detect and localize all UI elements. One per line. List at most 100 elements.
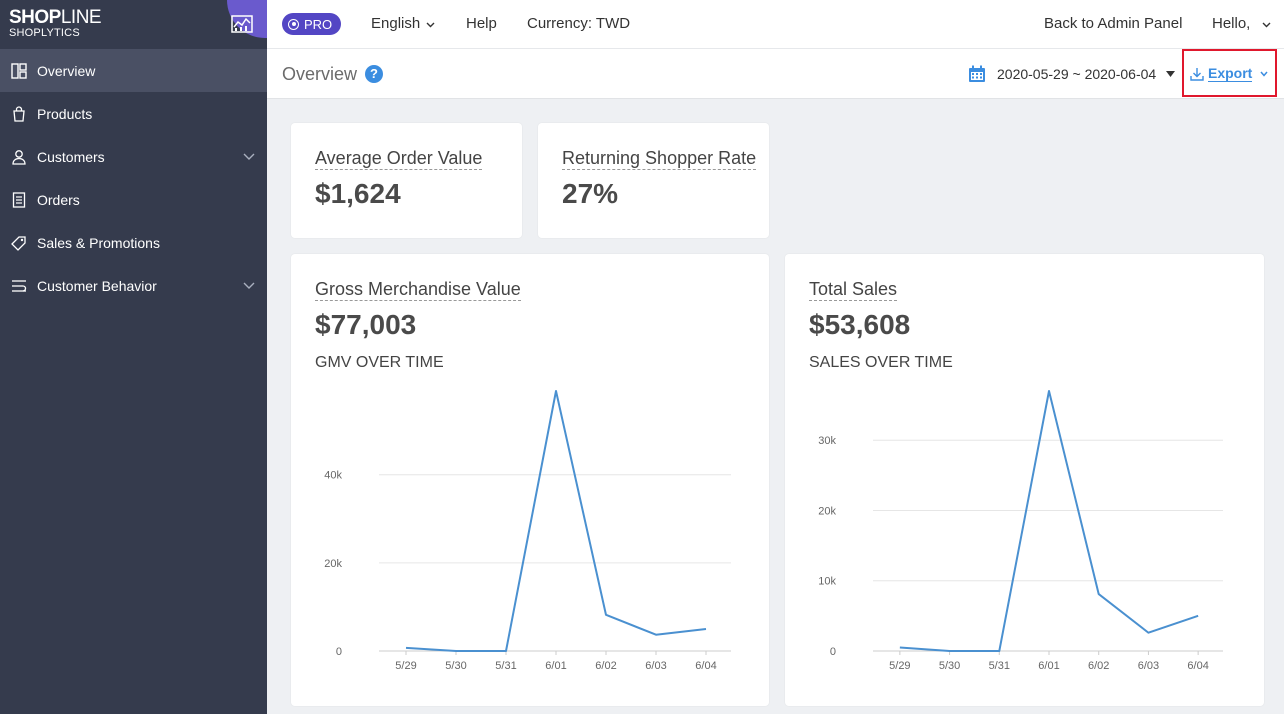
- y-tick-label: 0: [830, 646, 836, 658]
- y-tick-label: 20k: [324, 558, 342, 570]
- x-tick-label: 5/30: [445, 660, 466, 672]
- x-tick-label: 6/03: [645, 660, 666, 672]
- pro-icon: [288, 18, 299, 30]
- help-circle-icon[interactable]: ?: [365, 65, 383, 83]
- data-point[interactable]: [897, 644, 903, 650]
- metric-title[interactable]: Average Order Value: [315, 148, 483, 170]
- sidebar-item-label: Customer Behavior: [37, 277, 157, 294]
- y-tick-label: 30k: [818, 435, 836, 447]
- data-point[interactable]: [603, 612, 609, 618]
- y-tick-label: 20k: [818, 505, 836, 517]
- brand-header: SHOPLINE SHOPLYTICS: [0, 0, 267, 49]
- data-point[interactable]: [703, 626, 709, 632]
- x-tick-label: 5/31: [495, 660, 516, 672]
- chart-caption: SALES OVER TIME: [809, 354, 953, 371]
- x-tick-label: 5/29: [889, 660, 910, 672]
- sales-line-chart: 0 10k 20k 30k 5/29 5/30 5/31 6/01 6/02 6/03 6/04: [818, 388, 1223, 672]
- sidebar-item-products[interactable]: Products: [0, 92, 267, 135]
- calendar-icon: [969, 65, 985, 82]
- metric-title[interactable]: Total Sales: [809, 279, 898, 301]
- sidebar-nav: Overview Products Customers Orders Sa: [0, 49, 267, 307]
- user-menu[interactable]: Hello,: [1212, 15, 1271, 32]
- data-point[interactable]: [1195, 613, 1201, 619]
- x-tick-label: 5/30: [939, 660, 960, 672]
- metric-value: $77,003: [315, 309, 417, 340]
- flow-icon: [11, 278, 27, 294]
- download-icon: [1190, 67, 1204, 81]
- data-point[interactable]: [503, 648, 509, 654]
- x-tick-label: 5/31: [989, 660, 1010, 672]
- sidebar-item-orders[interactable]: Orders: [0, 178, 267, 221]
- data-point[interactable]: [1096, 591, 1102, 597]
- data-point[interactable]: [947, 648, 953, 654]
- export-label: Export: [1208, 65, 1253, 82]
- sidebar-item-customer-behavior[interactable]: Customer Behavior: [0, 264, 267, 307]
- language-selector[interactable]: English: [371, 15, 435, 32]
- sidebar-item-customers[interactable]: Customers: [0, 135, 267, 178]
- x-tick-label: 5/29: [395, 660, 416, 672]
- chevron-down-icon: [426, 22, 435, 28]
- data-point[interactable]: [553, 388, 559, 394]
- sidebar-item-label: Customers: [37, 148, 105, 165]
- y-tick-label: 40k: [324, 470, 342, 482]
- export-highlight-box: [1182, 49, 1277, 97]
- gmv-line-chart: 0 20k 40k 5/29 5/30 5/31 6/01 6/02 6/03 6/04: [324, 388, 731, 672]
- x-tick-label: 6/02: [1088, 660, 1109, 672]
- back-to-admin-link[interactable]: Back to Admin Panel: [1044, 15, 1183, 32]
- sidebar: SHOPLINE SHOPLYTICS Overview Products Cu…: [0, 0, 267, 714]
- chevron-down-icon: [243, 282, 255, 289]
- sidebar-item-label: Orders: [37, 191, 80, 208]
- top-bar: PRO English Help Currency: TWD Back to A…: [267, 0, 1284, 49]
- chart-caption: GMV OVER TIME: [315, 354, 444, 371]
- data-point[interactable]: [996, 648, 1002, 654]
- metric-title[interactable]: Gross Merchandise Value: [315, 279, 521, 301]
- sidebar-item-label: Products: [37, 105, 93, 122]
- date-range-picker[interactable]: 2020-05-29 ~ 2020-06-04: [968, 65, 1176, 83]
- page-title: Overview: [282, 64, 358, 84]
- x-tick-label: 6/01: [1038, 660, 1059, 672]
- x-tick-label: 6/02: [595, 660, 616, 672]
- x-tick-label: 6/04: [695, 660, 716, 672]
- metric-card-aov: Average Order Value $1,624: [291, 123, 522, 238]
- sidebar-item-label: Overview: [37, 62, 96, 79]
- layout-icon: [11, 62, 27, 79]
- chart-card-total-sales: Total Sales $53,608 SALES OVER TIME 0 10k…: [785, 254, 1264, 706]
- data-point[interactable]: [1046, 388, 1052, 394]
- data-point[interactable]: [653, 632, 659, 638]
- data-point[interactable]: [1145, 630, 1151, 636]
- export-button[interactable]: Export: [1190, 65, 1268, 82]
- pro-badge[interactable]: PRO: [282, 13, 342, 35]
- tag-icon: [11, 235, 27, 251]
- bag-icon: [11, 105, 27, 122]
- metric-value: 27%: [562, 178, 619, 209]
- caret-down-icon: [1166, 71, 1176, 77]
- data-point[interactable]: [453, 648, 459, 654]
- x-tick-label: 6/03: [1138, 660, 1159, 672]
- series-line: [899, 390, 1199, 652]
- y-tick-label: 10k: [818, 576, 836, 588]
- page-header: Overview ? 2020-05-29 ~ 2020-06-04 Expor…: [267, 49, 1284, 99]
- series-line: [405, 390, 707, 652]
- brand-logo-bold: SHOP: [9, 7, 61, 28]
- y-tick-label: 0: [336, 646, 342, 658]
- currency-selector[interactable]: Currency: TWD: [527, 15, 631, 32]
- data-point[interactable]: [403, 645, 409, 651]
- x-tick-label: 6/04: [1187, 660, 1208, 672]
- sidebar-item-label: Sales & Promotions: [37, 234, 160, 251]
- brand-subtitle: SHOPLYTICS: [9, 27, 80, 39]
- brand-logo-rest: LINE: [60, 7, 102, 28]
- metric-value: $53,608: [809, 309, 911, 340]
- help-link[interactable]: Help: [466, 15, 497, 32]
- chevron-down-icon: [1262, 22, 1271, 28]
- chevron-down-icon: [243, 153, 255, 160]
- x-tick-label: 6/01: [545, 660, 566, 672]
- pro-label: PRO: [304, 16, 333, 32]
- analytics-icon[interactable]: [231, 15, 253, 33]
- brand-logo[interactable]: SHOPLINE: [9, 7, 102, 29]
- clipboard-icon: [11, 191, 27, 208]
- person-icon: [11, 149, 27, 165]
- sidebar-item-overview[interactable]: Overview: [0, 49, 267, 92]
- metric-title[interactable]: Returning Shopper Rate: [562, 148, 757, 170]
- metric-value: $1,624: [315, 178, 401, 209]
- sidebar-item-sales-promotions[interactable]: Sales & Promotions: [0, 221, 267, 264]
